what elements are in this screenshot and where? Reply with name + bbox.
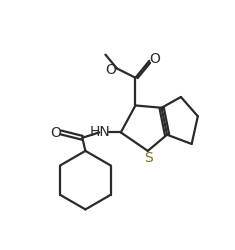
Text: O: O xyxy=(149,52,160,66)
Text: O: O xyxy=(105,63,116,77)
Text: HN: HN xyxy=(90,125,110,139)
Text: S: S xyxy=(144,151,153,165)
Text: O: O xyxy=(51,126,62,140)
